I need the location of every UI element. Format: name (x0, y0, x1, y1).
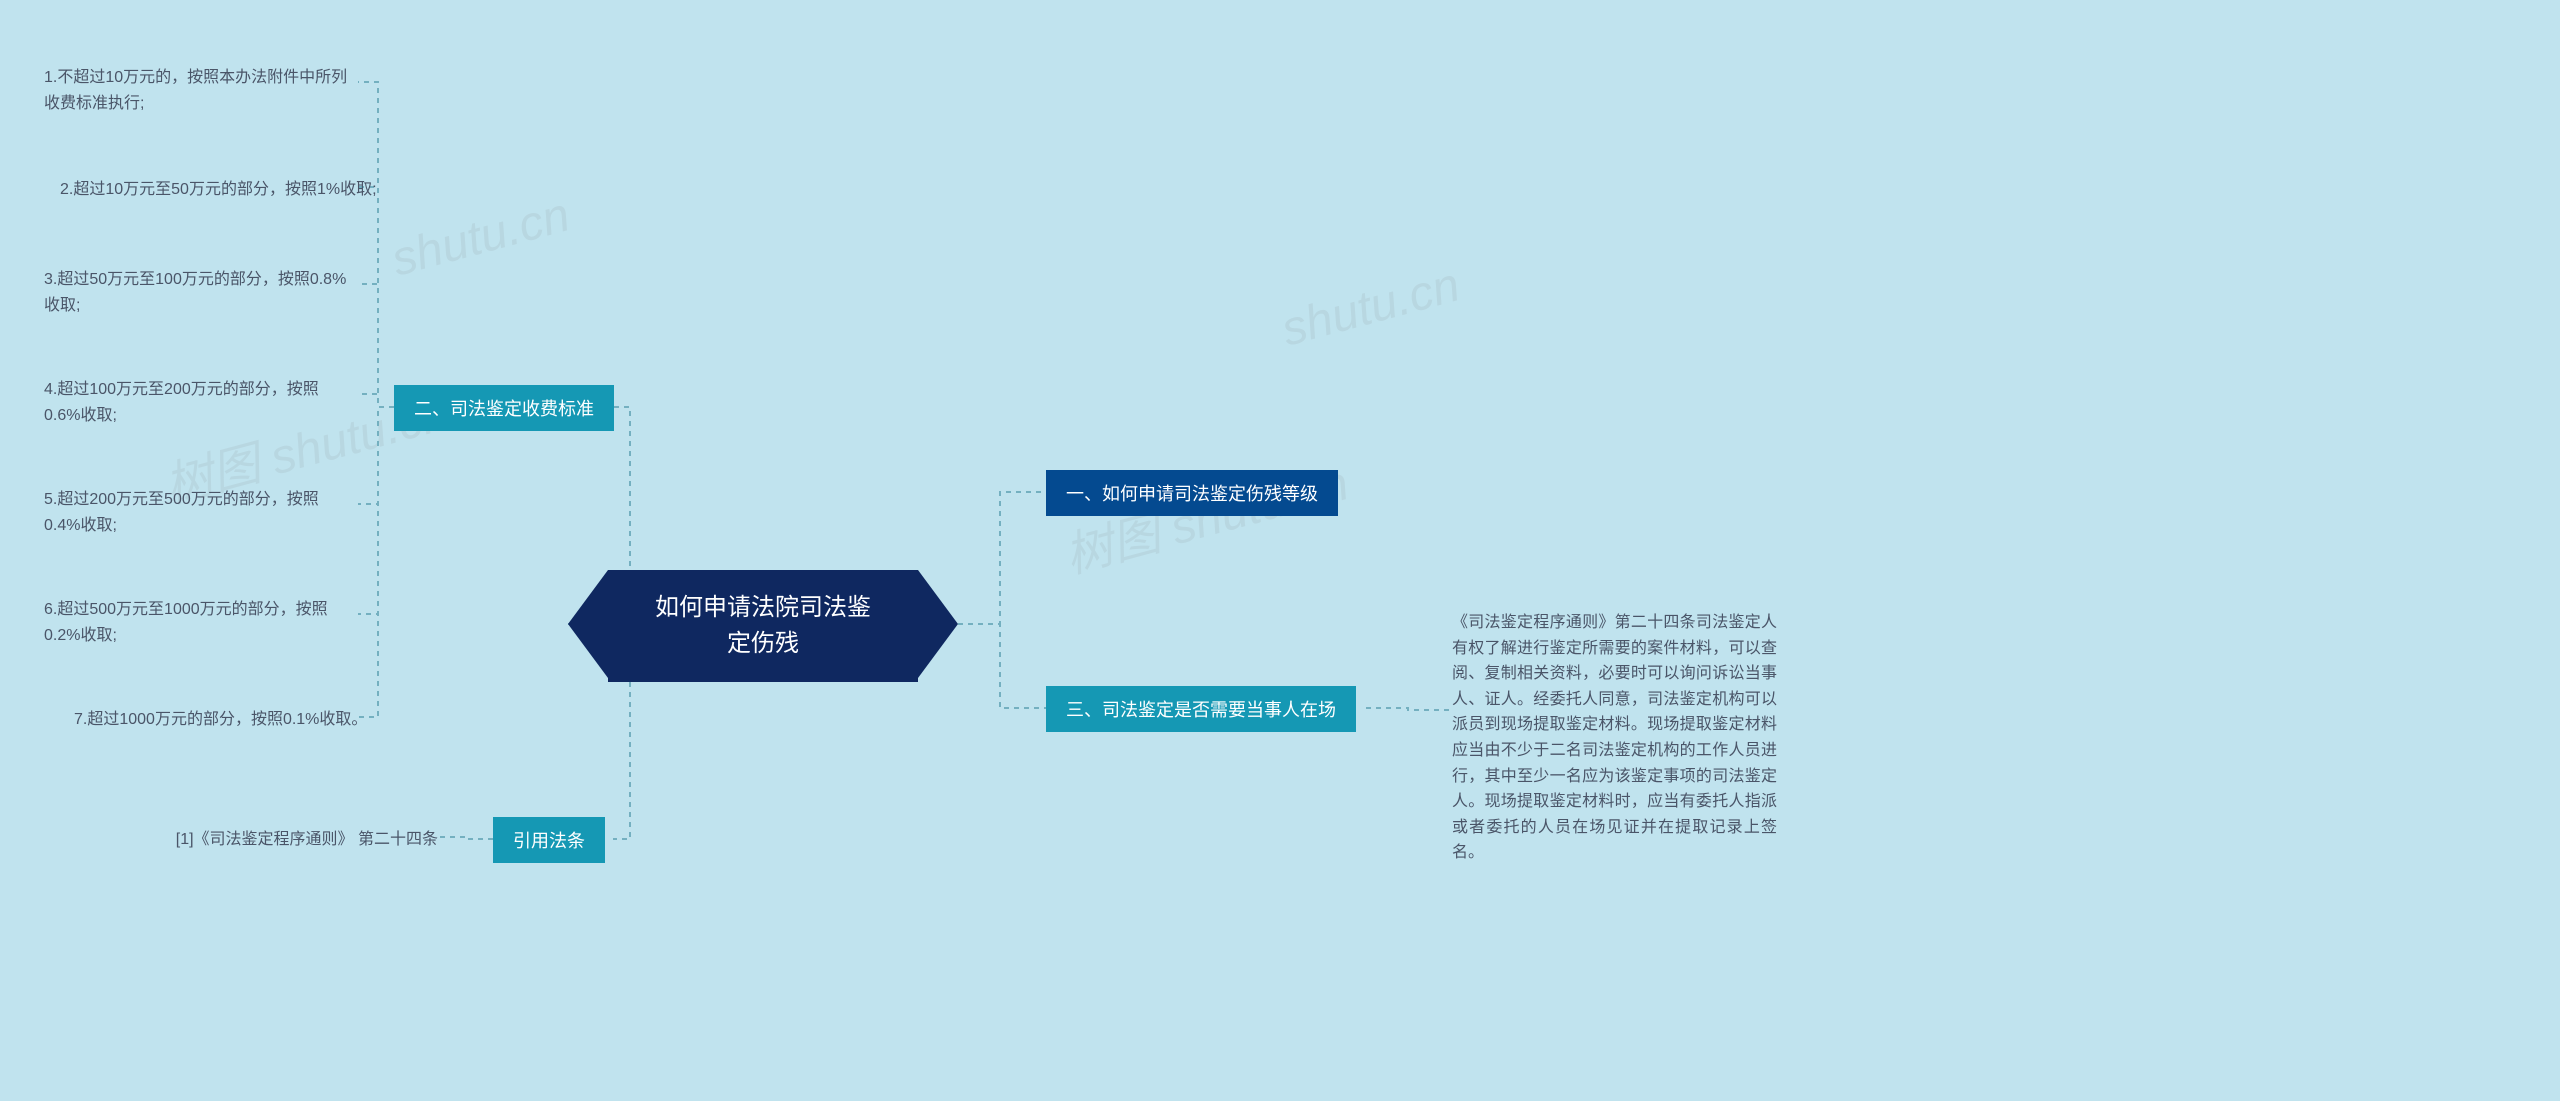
leaf-node: 《司法鉴定程序通则》第二十四条司法鉴定人有权了解进行鉴定所需要的案件材料，可以查… (1452, 610, 1777, 866)
leaf-text: 2.超过10万元至50万元的部分，按照1%收取; (60, 181, 377, 198)
leaf-node: 4.超过100万元至200万元的部分，按照0.6%收取; (44, 377, 354, 428)
central-topic: 如何申请法院司法鉴定伤残 (608, 570, 918, 682)
central-topic-text: 如何申请法院司法鉴定伤残 (655, 594, 871, 657)
branch-label: 三、司法鉴定是否需要当事人在场 (1066, 700, 1336, 720)
branch-node: 引用法条 (493, 817, 605, 863)
leaf-text: 1.不超过10万元的，按照本办法附件中所列收费标准执行; (44, 69, 347, 112)
branch-label: 引用法条 (513, 831, 585, 851)
leaf-node: 3.超过50万元至100万元的部分，按照0.8%收取; (44, 267, 354, 318)
branch-node: 三、司法鉴定是否需要当事人在场 (1046, 686, 1356, 732)
watermark: shutu.cn (386, 187, 576, 287)
leaf-text: 6.超过500万元至1000万元的部分，按照0.2%收取; (44, 601, 328, 644)
leaf-text: 3.超过50万元至100万元的部分，按照0.8%收取; (44, 271, 346, 314)
leaf-node: 5.超过200万元至500万元的部分，按照0.4%收取; (44, 487, 354, 538)
leaf-text: 4.超过100万元至200万元的部分，按照0.6%收取; (44, 381, 319, 424)
branch-node: 一、如何申请司法鉴定伤残等级 (1046, 470, 1338, 516)
branch-label: 一、如何申请司法鉴定伤残等级 (1066, 484, 1318, 504)
watermark: shutu.cn (1276, 257, 1466, 357)
leaf-node: 6.超过500万元至1000万元的部分，按照0.2%收取; (44, 597, 354, 648)
connector-layer (0, 0, 2560, 1101)
leaf-node: 2.超过10万元至50万元的部分，按照1%收取; (60, 177, 380, 203)
leaf-text: [1]《司法鉴定程序通则》 第二十四条 (176, 831, 438, 848)
leaf-node: [1]《司法鉴定程序通则》 第二十四条 (138, 827, 438, 853)
branch-label: 二、司法鉴定收费标准 (414, 399, 594, 419)
leaf-text: 《司法鉴定程序通则》第二十四条司法鉴定人有权了解进行鉴定所需要的案件材料，可以查… (1452, 614, 1777, 861)
leaf-node: 7.超过1000万元的部分，按照0.1%收取。 (74, 707, 374, 733)
leaf-text: 5.超过200万元至500万元的部分，按照0.4%收取; (44, 491, 319, 534)
leaf-node: 1.不超过10万元的，按照本办法附件中所列收费标准执行; (44, 65, 354, 116)
leaf-text: 7.超过1000万元的部分，按照0.1%收取。 (74, 711, 367, 728)
branch-node: 二、司法鉴定收费标准 (394, 385, 614, 431)
